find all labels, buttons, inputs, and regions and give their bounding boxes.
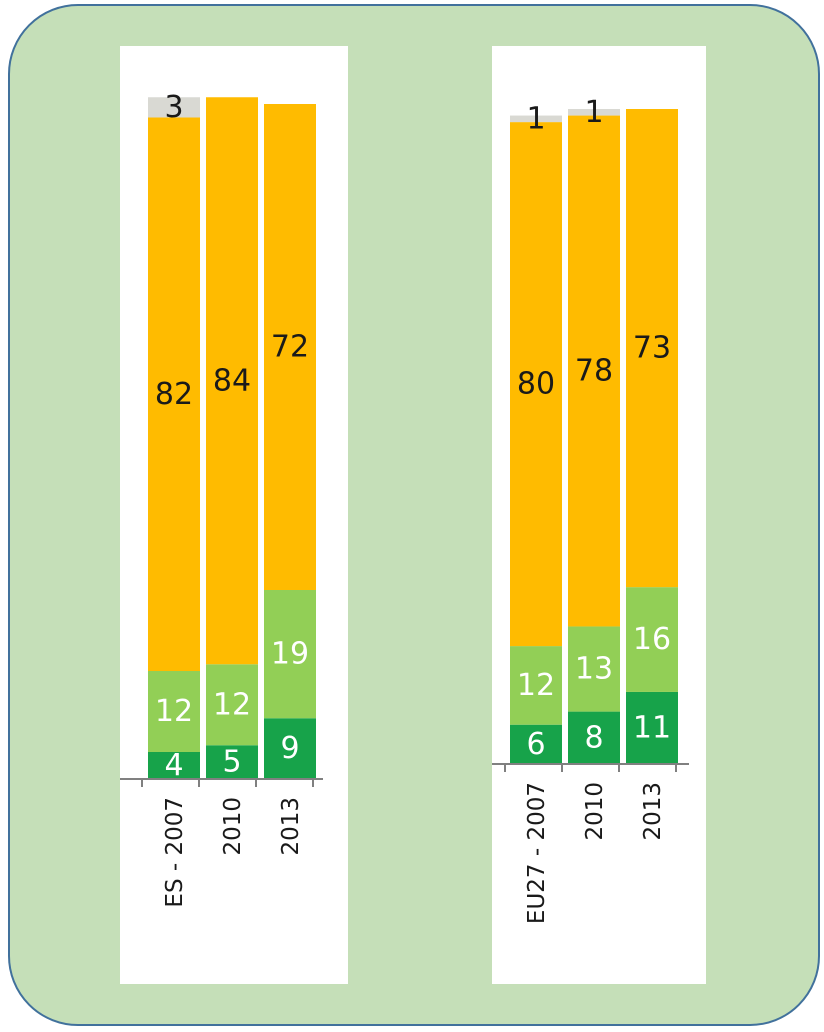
- x-tick-label: 2010: [582, 782, 608, 841]
- data-label: 78: [575, 354, 613, 389]
- data-label: 13: [575, 652, 613, 687]
- data-label: 19: [271, 637, 309, 672]
- data-label: 5: [222, 745, 241, 780]
- bar-segment: [626, 587, 678, 692]
- chart-panel-es: 4 12 82 3 5 12 84 9 19 72 ES - 2007 2010 2013: [120, 46, 348, 984]
- data-label: 8: [584, 720, 603, 755]
- data-label: 3: [164, 90, 183, 125]
- x-tick-label: EU27 - 2007: [524, 782, 550, 924]
- data-label: 1: [526, 101, 545, 136]
- bar-segment: [510, 115, 562, 123]
- x-tick-label: 2013: [278, 797, 304, 856]
- x-tick-label: 2010: [220, 797, 246, 856]
- data-label: 1: [584, 95, 603, 130]
- stacked-bar-chart-0: 4 12 82 3 5 12 84 9 19 72 ES - 2007 2010 2013: [120, 90, 323, 908]
- bar-segment: [206, 97, 258, 665]
- bar-segment: [148, 671, 200, 752]
- bar-segment: [206, 664, 258, 746]
- bar-segment: [264, 590, 316, 719]
- data-label: 73: [633, 331, 671, 366]
- bar-segment: [148, 97, 200, 118]
- bar-segment: [510, 646, 562, 725]
- bar-segment: [264, 718, 316, 779]
- chart-panel-eu27: 6 12 80 1 8 13 78 1 11 16 73 EU27 - 2007 2010 2013: [492, 46, 706, 984]
- bar-segment: [510, 724, 562, 764]
- data-label: 82: [155, 377, 193, 412]
- bar-segment: [626, 109, 678, 588]
- bar-segment: [148, 752, 200, 779]
- data-label: 84: [213, 363, 251, 398]
- x-tick-label: ES - 2007: [162, 797, 188, 908]
- data-label: 12: [213, 687, 251, 722]
- data-label: 9: [280, 731, 299, 766]
- x-tick-label: 2013: [640, 782, 666, 841]
- data-label: 12: [517, 668, 555, 703]
- bar-segment: [568, 711, 620, 764]
- bar-segment: [568, 115, 620, 627]
- bar-segment: [206, 745, 258, 779]
- data-label: 12: [155, 694, 193, 729]
- data-label: 72: [271, 330, 309, 365]
- data-label: 80: [517, 367, 555, 402]
- data-label: 11: [633, 710, 671, 745]
- data-label: 6: [526, 727, 545, 762]
- bar-segment: [568, 109, 620, 116]
- bar-segment: [568, 626, 620, 712]
- bar-segment: [264, 104, 316, 590]
- bar-segment: [510, 122, 562, 647]
- data-label: 16: [633, 622, 671, 657]
- bar-segment: [626, 691, 678, 764]
- bar-segment: [148, 117, 200, 671]
- data-label: 4: [164, 748, 183, 783]
- chart-card: 4 12 82 3 5 12 84 9 19 72 ES - 2007 2010 2013 6 12 80 1…: [8, 4, 820, 1026]
